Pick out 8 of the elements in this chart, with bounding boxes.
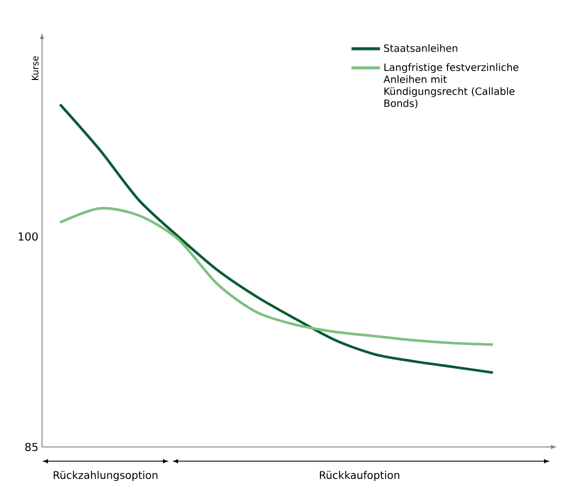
line-series [58, 206, 494, 346]
legend-label: Langfristige festverzinliche Anleihen mit Kündigungsrecht (Callable Bonds) [384, 63, 518, 108]
y-tick-label: 85 [25, 442, 38, 452]
legend-label: Staatsanleihen [384, 44, 458, 52]
text: Rückzahlungsoption [54, 470, 158, 482]
y-axis-title: Kurse [32, 56, 38, 80]
text: Rückkaufoption [320, 470, 400, 482]
y-tick-label: 100 [18, 232, 38, 241]
